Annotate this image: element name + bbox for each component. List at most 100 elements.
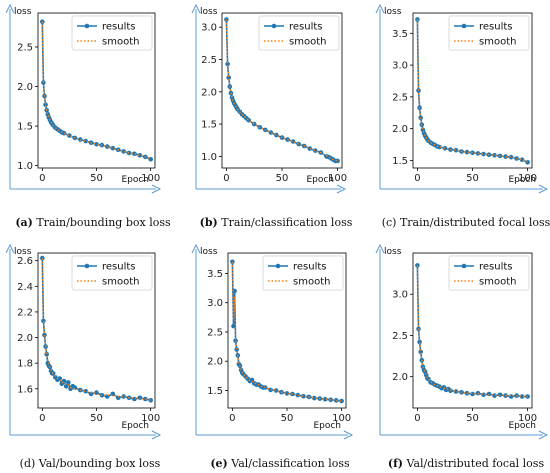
chart-panel-2: loss Epoch 0 50 100 1.0 1.5 2.0 2.5 3.0 results smo… <box>191 3 353 229</box>
results-point <box>418 349 424 355</box>
results-point <box>148 157 153 162</box>
x-axis-label: Epoch <box>508 175 536 185</box>
results-point <box>225 61 230 67</box>
x-tick-label: 100 <box>518 173 537 184</box>
x-arrow-head-icon <box>538 430 549 440</box>
legend: results smooth <box>448 255 530 291</box>
y-tick-label: 1.5 <box>201 120 217 131</box>
x-tick-label: 50 <box>276 173 289 184</box>
results-point <box>333 398 339 403</box>
x-tick-label: 0 <box>39 173 45 184</box>
results-point <box>66 380 71 385</box>
results-point <box>295 392 301 398</box>
results-point <box>42 332 47 338</box>
results-point <box>284 391 290 396</box>
x-arrow-head-icon <box>336 184 347 194</box>
y-axis-label: loss <box>200 247 218 257</box>
results-point <box>41 318 46 324</box>
results-point <box>78 137 83 142</box>
x-axis-label: Epoch <box>121 175 149 185</box>
results-point <box>464 390 470 396</box>
caption-text: Train/classification loss <box>218 216 353 229</box>
y-tick-label: 2.5 <box>207 327 223 338</box>
legend-smooth-label: smooth <box>479 37 516 48</box>
x-tick-label: 0 <box>414 173 420 184</box>
y-arrow-head-icon <box>191 3 201 14</box>
x-tick-label: 50 <box>466 413 479 424</box>
x-tick-label: 100 <box>518 413 537 424</box>
chart-panel-6: loss Epoch 0 50 100 2.0 2.5 3.0 results smooth (f)… <box>375 243 549 470</box>
caption-text: Train/bounding box loss <box>33 216 171 229</box>
results-point <box>417 339 422 345</box>
legend: results smooth <box>262 255 344 291</box>
results-point <box>497 392 503 398</box>
y-tick-label: 1.0 <box>201 152 217 163</box>
results-point <box>226 75 231 80</box>
chart-caption: (a) Train/bounding box loss <box>15 216 171 229</box>
y-tick-label: 3.0 <box>392 290 408 301</box>
legend-smooth-label: smooth <box>289 37 326 48</box>
y-tick-label: 2.6 <box>17 256 33 267</box>
y-tick-label: 2.0 <box>207 357 223 368</box>
y-tick-label: 1.5 <box>392 156 408 167</box>
results-point <box>233 338 238 344</box>
results-point <box>43 102 48 107</box>
results-point <box>137 153 143 158</box>
legend-results-marker <box>461 263 467 269</box>
y-tick-label: 1.5 <box>17 122 33 133</box>
y-arrow-head-icon <box>5 3 15 14</box>
results-point <box>464 149 470 155</box>
caption-text: (d) Val/bounding box loss <box>20 457 161 470</box>
results-point <box>268 387 273 393</box>
results-point <box>148 398 153 403</box>
results-point <box>508 394 514 399</box>
x-tick-label: 50 <box>90 173 103 184</box>
results-point <box>121 149 126 154</box>
results-point <box>94 142 99 147</box>
results-point <box>249 377 255 383</box>
legend-results-label: results <box>479 22 513 33</box>
y-arrow-head-icon <box>375 3 385 14</box>
y-tick-label: 2.0 <box>392 124 408 135</box>
legend-smooth-label: smooth <box>102 37 139 48</box>
series-line-smooth <box>416 265 528 398</box>
results-point <box>105 144 110 149</box>
y-tick-label: 2.5 <box>392 92 408 103</box>
results-point <box>335 158 340 164</box>
x-axis-label: Epoch <box>313 421 341 431</box>
chart-caption: (f) Val/distributed focal loss <box>388 457 545 470</box>
y-tick-label: 3.0 <box>201 23 217 34</box>
chart-panel-5: loss Epoch 0 50 100 1.5 2.0 2.5 3.0 3.5 results smo… <box>191 243 354 470</box>
results-point <box>63 383 69 389</box>
y-axis-label: loss <box>14 7 32 17</box>
y-tick-label: 2.0 <box>17 333 33 344</box>
results-point <box>453 389 459 394</box>
y-tick-label: 2.0 <box>201 87 217 98</box>
results-point <box>132 151 137 157</box>
series-line-smooth <box>231 261 342 402</box>
x-tick-label: 50 <box>90 413 103 424</box>
legend-smooth-label: smooth <box>293 277 330 288</box>
y-tick-label: 3.0 <box>207 298 223 309</box>
x-axis-label: Epoch <box>306 175 334 185</box>
legend-results-marker <box>275 263 281 269</box>
results-point <box>486 391 492 397</box>
x-tick-label: 50 <box>466 173 479 184</box>
x-tick-label: 0 <box>223 173 229 184</box>
caption-text: Val/classification loss <box>228 457 350 470</box>
x-tick-label: 50 <box>281 413 294 424</box>
chart-caption: (b) Train/classification loss <box>200 216 353 229</box>
legend-smooth-label: smooth <box>479 277 516 288</box>
y-tick-label: 2.5 <box>392 331 408 342</box>
legend: results smooth <box>71 15 153 51</box>
y-axis-label: loss <box>200 7 218 17</box>
chart-panel-4: loss Epoch 0 50 100 1.6 1.8 2.0 2.2 2.4 2.6 results… <box>5 243 162 470</box>
results-point <box>437 144 442 150</box>
x-tick-label: 0 <box>414 413 420 424</box>
results-point <box>83 138 88 144</box>
series-line-smooth <box>225 19 338 162</box>
series-line-smooth <box>416 19 528 163</box>
results-point <box>121 394 126 399</box>
legend-smooth-label: smooth <box>102 277 139 288</box>
